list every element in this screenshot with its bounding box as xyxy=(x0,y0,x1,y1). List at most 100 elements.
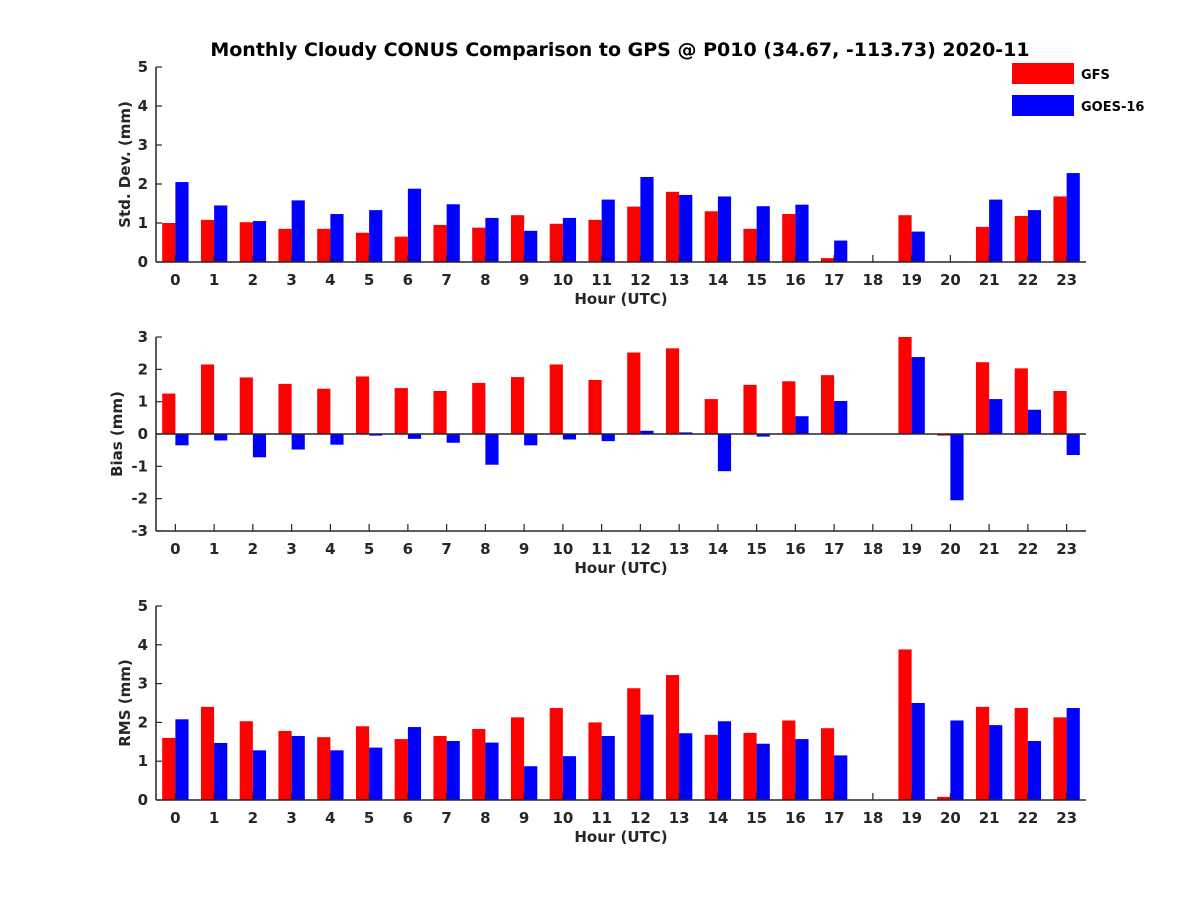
bias-bar-gfs-2 xyxy=(239,377,253,434)
rms-x-tick-label: 22 xyxy=(1017,809,1038,827)
rms-x-tick-label: 9 xyxy=(519,809,529,827)
rms-x-tick-label: 10 xyxy=(552,809,573,827)
bias-bar-gfs-20 xyxy=(937,434,951,436)
bias-y-tick-label: 3 xyxy=(138,328,148,346)
bias-bar-goes16-15 xyxy=(756,434,770,437)
rms-x-tick-label: 0 xyxy=(170,809,180,827)
std-dev-bar-gfs-22 xyxy=(1014,215,1028,262)
std-dev-bar-gfs-21 xyxy=(975,226,990,262)
bias-bar-goes16-12 xyxy=(640,430,654,434)
rms-bar-gfs-21 xyxy=(975,706,990,800)
std-dev-y-tick-label: 1 xyxy=(138,214,148,232)
std-dev-y-tick-label: 4 xyxy=(138,97,148,115)
bias-bar-goes16-9 xyxy=(524,434,538,446)
std-dev-x-tick-label: 16 xyxy=(785,271,806,289)
bias-x-tick-label: 0 xyxy=(170,540,180,558)
rms-bar-gfs-19 xyxy=(898,649,912,800)
bias-x-tick-label: 17 xyxy=(824,540,845,558)
bias-bar-gfs-21 xyxy=(975,362,990,434)
std-dev-x-tick-label: 11 xyxy=(591,271,612,289)
rms-bar-goes16-21 xyxy=(989,725,1003,800)
bias-bar-goes16-8 xyxy=(485,434,499,465)
std-dev-x-tick-label: 18 xyxy=(862,271,883,289)
std-dev-x-tick-label: 1 xyxy=(209,271,219,289)
rms-bar-goes16-16 xyxy=(795,739,809,800)
std-dev-bar-gfs-6 xyxy=(394,236,408,262)
std-dev-x-tick-label: 0 xyxy=(170,271,180,289)
bias-x-tick-label: 7 xyxy=(441,540,451,558)
rms-bar-gfs-7 xyxy=(433,735,447,800)
std-dev-bar-goes16-0 xyxy=(175,182,189,262)
bias-y-tick-label: -2 xyxy=(131,490,148,508)
rms-y-axis-label: RMS (mm) xyxy=(116,659,134,746)
std-dev-x-tick-label: 2 xyxy=(248,271,258,289)
bias-bar-gfs-6 xyxy=(394,388,408,434)
std-dev-x-tick-label: 8 xyxy=(480,271,490,289)
std-dev-bar-goes16-22 xyxy=(1027,210,1042,262)
rms-bar-gfs-5 xyxy=(355,726,370,800)
bias-bar-goes16-4 xyxy=(330,434,344,445)
rms-bar-gfs-12 xyxy=(627,688,641,800)
std-dev-bar-goes16-14 xyxy=(717,196,732,262)
bias-x-tick-label: 13 xyxy=(669,540,690,558)
std-dev-x-tick-label: 12 xyxy=(630,271,651,289)
std-dev-x-tick-label: 7 xyxy=(441,271,451,289)
std-dev-bar-goes16-17 xyxy=(834,240,848,262)
rms-x-tick-label: 7 xyxy=(441,809,451,827)
bias-bar-gfs-10 xyxy=(549,364,563,434)
rms-bar-goes16-0 xyxy=(175,719,189,800)
rms-bar-gfs-0 xyxy=(162,737,176,800)
std-dev-bar-goes16-5 xyxy=(369,210,383,262)
std-dev-x-tick-label: 3 xyxy=(286,271,296,289)
bias-bar-gfs-23 xyxy=(1053,391,1067,434)
std-dev-bar-gfs-16 xyxy=(782,214,796,262)
bias-bar-goes16-2 xyxy=(252,434,267,458)
bias-bar-gfs-7 xyxy=(433,391,447,434)
rms-bar-gfs-15 xyxy=(743,732,757,800)
bias-bar-goes16-0 xyxy=(175,434,189,446)
rms-x-tick-label: 14 xyxy=(707,809,728,827)
rms-x-tick-label: 15 xyxy=(746,809,767,827)
bias-bar-goes16-23 xyxy=(1066,434,1080,456)
std-dev-bar-goes16-11 xyxy=(601,199,615,262)
bias-x-tick-label: 16 xyxy=(785,540,806,558)
std-dev-bar-goes16-21 xyxy=(989,199,1003,262)
std-dev-bar-goes16-6 xyxy=(407,188,422,262)
std-dev-x-tick-label: 9 xyxy=(519,271,529,289)
bias-x-tick-label: 4 xyxy=(325,540,335,558)
rms-x-tick-label: 13 xyxy=(669,809,690,827)
bias-y-tick-label: -1 xyxy=(131,457,148,475)
rms-bar-gfs-8 xyxy=(472,729,486,800)
rms-bar-gfs-4 xyxy=(317,737,331,800)
bias-bar-gfs-9 xyxy=(510,377,525,434)
rms-bar-gfs-22 xyxy=(1014,708,1028,800)
rms-bar-goes16-2 xyxy=(252,750,267,800)
bias-x-tick-label: 15 xyxy=(746,540,767,558)
rms-bar-gfs-23 xyxy=(1053,717,1067,800)
bias-bar-goes16-1 xyxy=(214,434,228,441)
std-dev-bar-goes16-1 xyxy=(214,205,228,262)
std-dev-x-tick-label: 22 xyxy=(1017,271,1038,289)
bias-y-tick-label: -3 xyxy=(131,522,148,540)
std-dev-bar-goes16-2 xyxy=(252,221,267,262)
std-dev-x-tick-label: 17 xyxy=(824,271,845,289)
rms-x-tick-label: 23 xyxy=(1056,809,1077,827)
rms-bar-gfs-17 xyxy=(820,728,835,800)
rms-bar-goes16-1 xyxy=(214,742,228,800)
std-dev-y-tick-label: 0 xyxy=(138,253,148,271)
rms-x-tick-label: 8 xyxy=(480,809,490,827)
rms-y-tick-label: 4 xyxy=(138,636,148,654)
rms-bar-gfs-11 xyxy=(588,722,602,800)
std-dev-y-tick-label: 3 xyxy=(138,136,148,154)
std-dev-y-tick-label: 2 xyxy=(138,175,148,193)
rms-y-tick-label: 0 xyxy=(138,791,148,809)
rms-bar-goes16-4 xyxy=(330,750,344,800)
bias-x-tick-label: 9 xyxy=(519,540,529,558)
bias-x-tick-label: 6 xyxy=(403,540,413,558)
bias-bar-gfs-4 xyxy=(317,388,331,434)
rms-bar-gfs-3 xyxy=(278,730,292,800)
std-dev-bar-gfs-11 xyxy=(588,219,602,262)
bias-bar-goes16-16 xyxy=(795,416,809,434)
bias-y-tick-label: 1 xyxy=(138,393,148,411)
